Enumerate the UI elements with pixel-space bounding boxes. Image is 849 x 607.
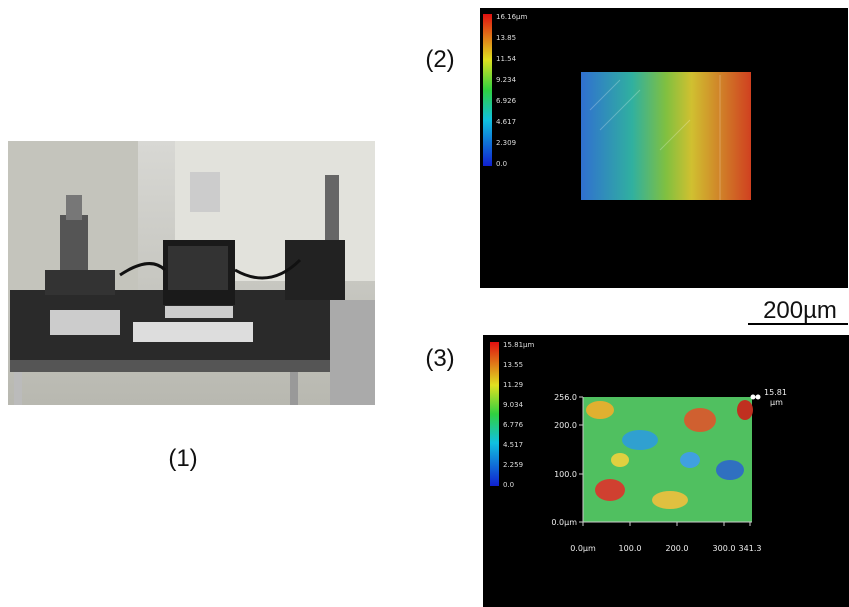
colorbar-label: 9.034 (503, 401, 524, 409)
y-tick-label: 256.0 (554, 393, 577, 402)
colorbar-label: 13.55 (503, 361, 523, 369)
colorbar-label: 11.54 (496, 55, 517, 63)
colorbar-label: 4.517 (503, 441, 523, 449)
y-tick-label: 0.0µm (551, 518, 577, 527)
figure: (1) (2) 200µm 15.81 µm (3) 16.16µm 13.85 1… (0, 0, 849, 607)
surface-image (581, 72, 751, 200)
x-tick-label: 200.0 (666, 544, 689, 553)
panel-label: (2) (425, 46, 454, 73)
panel-label: (3) (425, 345, 454, 372)
colorbar-label: 4.617 (496, 118, 516, 126)
photo (8, 141, 375, 405)
y-tick-label: 200.0 (554, 421, 577, 430)
colorbar-label: 16.16µm (496, 13, 527, 21)
marker-unit: µm (770, 398, 783, 407)
colorbar-label: 6.776 (503, 421, 524, 429)
x-tick-label: 0.0µm (570, 544, 596, 553)
colorbar-label: 0.0 (496, 160, 507, 168)
colorbar-label: 15.81µm (503, 341, 534, 349)
colorbar-label: 0.0 (503, 481, 514, 489)
colorbar-label: 2.309 (496, 139, 516, 147)
colorbar-label: 9.234 (496, 76, 517, 84)
marker (751, 395, 756, 400)
marker-value: 15.81 (764, 388, 787, 397)
colorbar-label: 6.926 (496, 97, 517, 105)
x-tick-label: 100.0 (619, 544, 642, 553)
colorbar (490, 342, 499, 486)
colorbar-label: 11.29 (503, 381, 523, 389)
x-tick-label: 300.0 (713, 544, 736, 553)
height-map (583, 397, 753, 522)
scale-bar-label: 200µm (763, 297, 837, 324)
colorbar-label: 13.85 (496, 34, 516, 42)
colorbar-label: 2.259 (503, 461, 523, 469)
marker (756, 395, 761, 400)
colorbar (483, 14, 492, 166)
x-tick-label: 341.3 (739, 544, 762, 553)
y-tick-label: 100.0 (554, 470, 577, 479)
panel-label: (1) (168, 445, 197, 472)
